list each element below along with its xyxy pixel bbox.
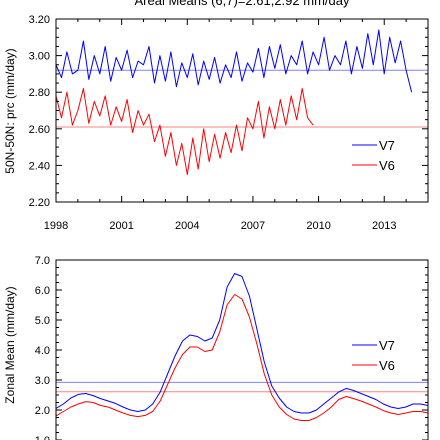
- series-line-v7: [56, 29, 413, 93]
- top-plot-frame: [55, 18, 429, 203]
- y-tick-label: 3.20: [29, 14, 50, 26]
- top-panel: Areal Means (6,7)=2.61,2.92 mm/day 2.202…: [3, 0, 429, 232]
- bottom-y-axis: 1.0 2.0 3.0 4.0 5.0 6.0 7.0: [35, 255, 428, 440]
- legend-label-v6: V6: [379, 358, 395, 373]
- x-tick-label: 2010: [306, 220, 330, 232]
- x-tick-label: 2007: [241, 220, 265, 232]
- x-tick-label: 2004: [175, 220, 199, 232]
- top-series-group: [56, 29, 413, 176]
- series-line-v7: [56, 273, 428, 414]
- bottom-panel: 1.0 2.0 3.0 4.0 5.0 6.0 7.0 Zonal Mean (mm/day…: [3, 255, 429, 440]
- y-tick-label: 2.80: [29, 87, 50, 99]
- y-tick-label: 2.60: [29, 124, 50, 136]
- series-line-v6: [56, 294, 428, 421]
- y-tick-label: 6.0: [35, 285, 50, 297]
- top-y-axis: 2.20 2.40 2.60 2.80 3.00 3.20: [29, 14, 428, 209]
- y-tick-label: 2.20: [29, 197, 50, 209]
- y-tick-label: 3.0: [35, 375, 50, 387]
- bottom-y-axis-title: Zonal Mean (mm/day): [3, 286, 17, 403]
- bottom-reference-lines: [56, 381, 428, 393]
- top-x-axis: 1998 2001 2004 2007 2010 2013: [44, 19, 429, 232]
- x-tick-label: 2013: [372, 220, 396, 232]
- bottom-series-group: [56, 273, 428, 421]
- y-tick-label: 7.0: [35, 255, 50, 267]
- x-tick-label: 2001: [109, 220, 133, 232]
- y-tick-label: 2.40: [29, 160, 50, 172]
- y-tick-label: 4.0: [35, 345, 50, 357]
- y-tick-label: 2.0: [35, 405, 50, 417]
- top-chart-title: Areal Means (6,7)=2.61,2.92 mm/day: [135, 0, 350, 8]
- series-line-v6: [56, 88, 314, 176]
- legend-label-v6: V6: [379, 158, 395, 173]
- y-tick-label: 3.00: [29, 51, 50, 63]
- bottom-plot-frame: [55, 259, 429, 440]
- legend-label-v7: V7: [379, 138, 395, 153]
- top-y-axis-title: 50N-50N: prc (mm/day): [3, 48, 17, 173]
- x-tick-label: 1998: [44, 220, 68, 232]
- y-tick-label: 1.0: [35, 435, 50, 440]
- top-reference-lines: [56, 69, 428, 128]
- legend-label-v7: V7: [379, 338, 395, 353]
- y-tick-label: 5.0: [35, 315, 50, 327]
